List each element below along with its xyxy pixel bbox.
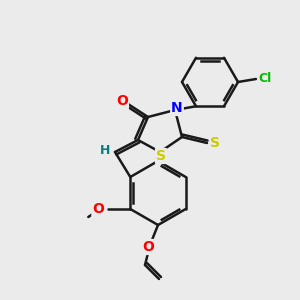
Text: O: O xyxy=(116,94,128,108)
Text: S: S xyxy=(156,149,166,163)
Text: O: O xyxy=(142,240,154,254)
Text: H: H xyxy=(100,143,110,157)
Text: Cl: Cl xyxy=(258,73,272,85)
Text: S: S xyxy=(210,136,220,150)
Text: O: O xyxy=(92,202,104,216)
Text: N: N xyxy=(171,101,183,115)
